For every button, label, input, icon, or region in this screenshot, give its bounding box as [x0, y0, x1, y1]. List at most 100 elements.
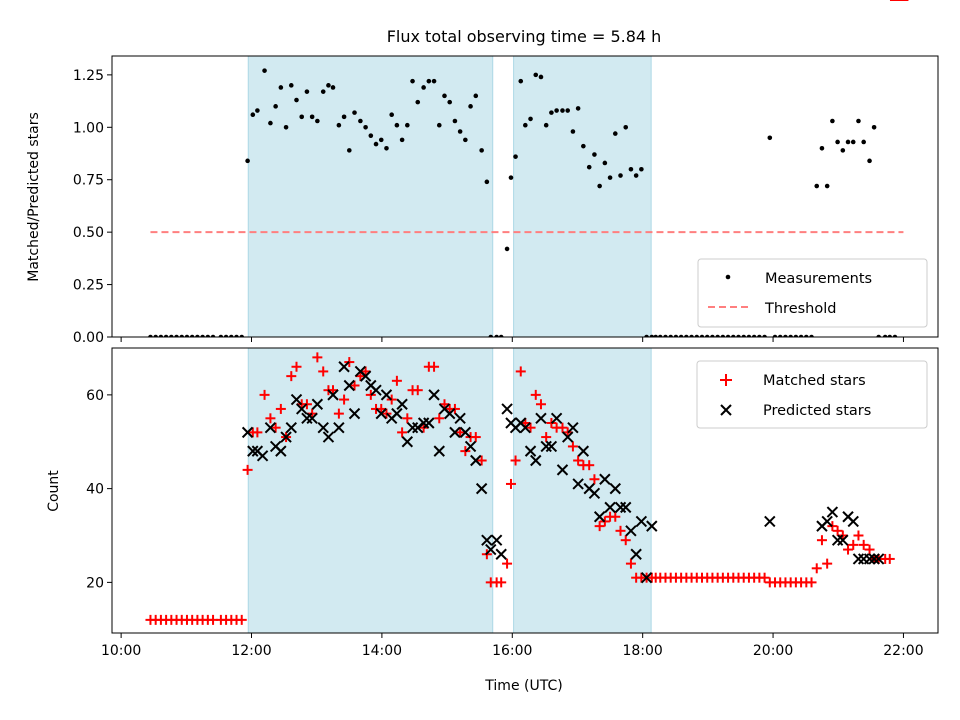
predicted-star-point: [481, 534, 493, 546]
measurement-point: [184, 334, 190, 337]
measurement-point: [508, 175, 514, 180]
measurement-point: [689, 334, 694, 337]
matched-star-point: [816, 535, 827, 546]
measurement-point: [463, 137, 468, 143]
measurement-point: [415, 99, 421, 105]
top-shaded-regions: [247, 55, 652, 338]
measurement-point: [363, 124, 368, 130]
measurement-point: [195, 334, 200, 337]
measurement-point: [442, 93, 447, 99]
matched-star-point: [594, 521, 605, 532]
predicted-star-point: [417, 417, 430, 429]
measurement-point: [804, 334, 809, 337]
measurement-point: [814, 183, 820, 189]
matched-star-point: [236, 614, 247, 625]
predicted-star-point: [604, 501, 616, 514]
predicted-star-point: [348, 407, 361, 420]
matched-star-point: [858, 539, 869, 550]
measurement-point: [882, 334, 888, 337]
measurement-point: [840, 148, 846, 153]
measurement-point: [725, 334, 731, 337]
measurement-point: [523, 122, 528, 128]
measurement-point: [421, 85, 426, 90]
predicted-star-point: [327, 389, 339, 401]
measurement-point: [158, 334, 164, 337]
measurement-point: [320, 89, 326, 94]
predicted-star-point: [247, 445, 259, 457]
predicted-star-point: [837, 534, 849, 546]
measurement-point: [618, 173, 623, 178]
measurement-point: [730, 334, 736, 337]
predicted-star-point: [241, 426, 254, 439]
measurement-point: [623, 124, 629, 130]
measurement-point: [250, 112, 256, 118]
predicted-star-point: [275, 445, 287, 457]
measurement-points: [148, 68, 898, 337]
x-axis-label: Time (UTC): [484, 678, 562, 694]
matched-star-points: [145, 0, 909, 625]
predicted-star-point: [459, 426, 472, 439]
measurement-point: [304, 89, 310, 94]
measurement-point: [538, 74, 544, 80]
measurement-point: [673, 334, 679, 337]
measurement-point: [498, 334, 504, 337]
measurement-point: [653, 334, 659, 337]
measurement-point: [533, 72, 539, 78]
predicted-star-point: [296, 403, 308, 415]
bottom-legend: Matched stars Predicted stars: [696, 360, 928, 429]
predicted-star-point: [449, 426, 461, 439]
predicted-star-point: [370, 384, 382, 396]
measurement-point: [205, 334, 211, 337]
legend-measurements-label: Measurements: [765, 271, 872, 287]
measurement-point: [410, 78, 415, 84]
matched-star-point: [535, 399, 546, 410]
predicted-star-point: [550, 412, 563, 425]
predicted-star-point: [561, 431, 574, 443]
predicted-star-point: [290, 393, 303, 406]
predicted-star-point: [530, 454, 542, 467]
measurement-point: [644, 334, 649, 337]
predicted-star-point: [545, 440, 558, 453]
top-y-ticks: 0.00 0.25 0.50 0.75 1.00 1.25: [73, 68, 112, 346]
x-tick-label: 12:00: [231, 643, 271, 659]
measurement-point: [668, 334, 674, 337]
measurement-point: [494, 334, 499, 337]
matched-star-point: [822, 558, 833, 569]
predicted-star-point: [599, 473, 611, 485]
top-y-axis-label: Matched/Predicted stars: [26, 112, 42, 282]
bottom-panel: 10:00 12:00 14:00 16:00 18:00 20:00 22:00 20 40…: [46, 0, 939, 694]
predicted-star-point: [311, 398, 324, 410]
top-legend: Measurements Threshold: [697, 258, 928, 328]
measurement-point: [715, 334, 720, 337]
measurement-point: [148, 334, 153, 337]
measurement-point: [394, 122, 400, 128]
chart-title: Flux total observing time = 5.84 h: [387, 27, 662, 46]
measurement-point: [871, 124, 877, 130]
measurement-point: [288, 83, 294, 88]
predicted-star-point: [380, 389, 393, 401]
predicted-star-point: [593, 511, 606, 523]
predicted-star-point: [826, 506, 839, 518]
matched-star-point: [530, 389, 541, 400]
predicted-star-point: [391, 407, 403, 420]
measurement-point: [633, 173, 639, 178]
matched-star-point: [476, 455, 487, 466]
measurement-point: [189, 334, 195, 337]
y-tick-label: 0.50: [73, 225, 104, 241]
legend-predicted-label: Predicted stars: [763, 403, 871, 419]
measurement-point: [741, 334, 747, 337]
measurement-point: [268, 120, 273, 126]
measurement-point: [169, 334, 174, 337]
predicted-star-point: [821, 515, 833, 528]
measurement-point: [457, 129, 463, 134]
predicted-star-point: [646, 520, 658, 532]
measurement-point: [597, 183, 602, 189]
y-tick-label: 0.00: [73, 330, 104, 346]
matched-star-point: [505, 478, 516, 489]
measurement-point: [426, 78, 432, 84]
predicted-star-point: [423, 417, 435, 429]
matched-star-point: [259, 389, 270, 400]
y-tick-label: 1.00: [73, 120, 104, 136]
measurement-point: [326, 83, 331, 88]
